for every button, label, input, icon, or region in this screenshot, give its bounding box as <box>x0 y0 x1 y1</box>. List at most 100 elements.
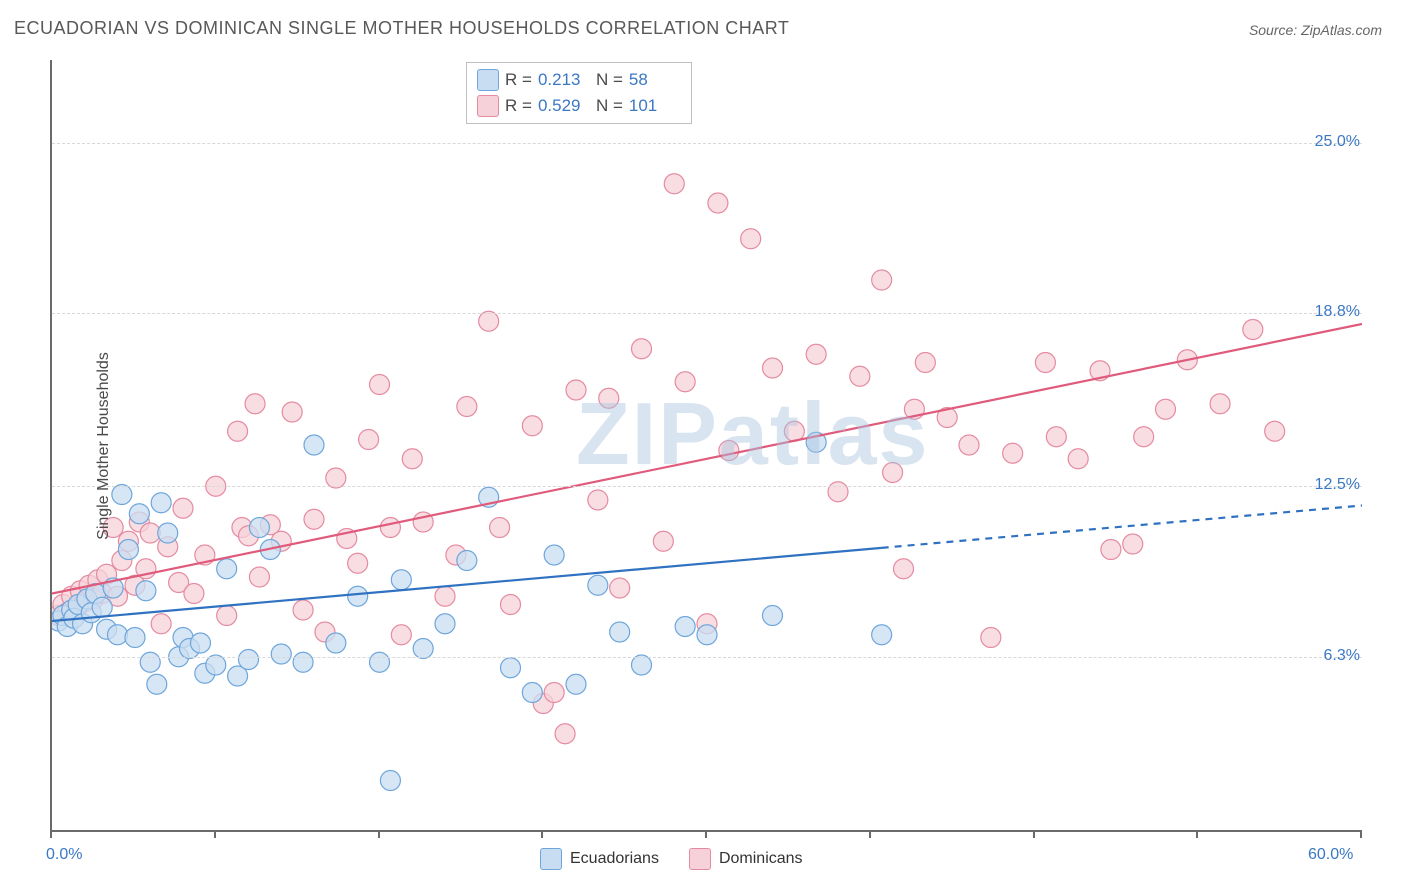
data-point <box>239 650 259 670</box>
data-point <box>348 553 368 573</box>
data-point <box>136 581 156 601</box>
data-point <box>763 358 783 378</box>
data-point <box>457 397 477 417</box>
data-point <box>190 633 210 653</box>
stat-r-label: R = <box>505 93 532 119</box>
data-point <box>359 430 379 450</box>
data-point <box>380 771 400 791</box>
data-point <box>228 421 248 441</box>
data-point <box>125 628 145 648</box>
data-point <box>151 493 171 513</box>
data-point <box>147 674 167 694</box>
x-tick <box>869 830 871 838</box>
data-point <box>1265 421 1285 441</box>
data-point <box>1068 449 1088 469</box>
y-gridline <box>52 143 1362 144</box>
data-point <box>566 674 586 694</box>
x-tick <box>50 830 52 838</box>
legend-swatch <box>689 848 711 870</box>
data-point <box>348 586 368 606</box>
data-point <box>217 559 237 579</box>
legend-swatch <box>477 95 499 117</box>
data-point <box>1156 399 1176 419</box>
series-legend: Ecuadorians Dominicans <box>540 848 803 870</box>
data-point <box>1243 320 1263 340</box>
data-point <box>140 652 160 672</box>
x-axis-max-label: 60.0% <box>1308 846 1353 864</box>
data-point <box>249 567 269 587</box>
data-point <box>245 394 265 414</box>
chart-svg <box>52 60 1362 830</box>
x-tick <box>1033 830 1035 838</box>
x-tick <box>541 830 543 838</box>
data-point <box>1046 427 1066 447</box>
y-gridline <box>52 657 1362 658</box>
data-point <box>850 366 870 386</box>
data-point <box>457 551 477 571</box>
data-point <box>112 485 132 505</box>
legend-label: Ecuadorians <box>570 850 659 868</box>
stats-legend-row: R =0.213N =58 <box>477 67 681 93</box>
data-point <box>435 586 455 606</box>
data-point <box>763 606 783 626</box>
x-tick <box>1196 830 1198 838</box>
data-point <box>304 435 324 455</box>
stats-legend-row: R =0.529N =101 <box>477 93 681 119</box>
data-point <box>828 482 848 502</box>
data-point <box>675 372 695 392</box>
data-point <box>588 490 608 510</box>
data-point <box>697 625 717 645</box>
data-point <box>304 509 324 529</box>
data-point <box>555 724 575 744</box>
data-point <box>151 614 171 634</box>
data-point <box>391 570 411 590</box>
data-point <box>282 402 302 422</box>
stat-n-value: 58 <box>629 67 681 93</box>
data-point <box>326 468 346 488</box>
chart-container: ECUADORIAN VS DOMINICAN SINGLE MOTHER HO… <box>0 0 1406 892</box>
y-tick-label: 6.3% <box>1300 647 1360 665</box>
stat-n-value: 101 <box>629 93 681 119</box>
y-axis-label: Single Mother Households <box>95 352 113 540</box>
x-axis-min-label: 0.0% <box>46 846 82 864</box>
data-point <box>981 628 1001 648</box>
data-point <box>293 600 313 620</box>
x-tick <box>378 830 380 838</box>
data-point <box>1101 540 1121 560</box>
data-point <box>894 559 914 579</box>
stat-r-value: 0.529 <box>538 93 590 119</box>
data-point <box>1003 443 1023 463</box>
data-point <box>370 375 390 395</box>
stat-r-label: R = <box>505 67 532 93</box>
data-point <box>632 339 652 359</box>
data-point <box>653 531 673 551</box>
data-point <box>380 518 400 538</box>
legend-item: Dominicans <box>689 848 803 870</box>
data-point <box>664 174 684 194</box>
y-gridline <box>52 486 1362 487</box>
data-point <box>566 380 586 400</box>
data-point <box>741 229 761 249</box>
data-point <box>217 606 237 626</box>
stat-n-label: N = <box>596 93 623 119</box>
data-point <box>271 644 291 664</box>
data-point <box>708 193 728 213</box>
data-point <box>610 578 630 598</box>
source-attribution: Source: ZipAtlas.com <box>1249 22 1382 38</box>
data-point <box>544 545 564 565</box>
data-point <box>675 617 695 637</box>
data-point <box>413 639 433 659</box>
data-point <box>632 655 652 675</box>
y-gridline <box>52 313 1362 314</box>
data-point <box>435 614 455 634</box>
data-point <box>501 595 521 615</box>
stat-r-value: 0.213 <box>538 67 590 93</box>
legend-swatch <box>540 848 562 870</box>
data-point <box>883 463 903 483</box>
y-tick-label: 12.5% <box>1300 476 1360 494</box>
trend-line <box>52 324 1362 594</box>
data-point <box>184 584 204 604</box>
data-point <box>92 597 112 617</box>
data-point <box>129 504 149 524</box>
data-point <box>1035 353 1055 373</box>
